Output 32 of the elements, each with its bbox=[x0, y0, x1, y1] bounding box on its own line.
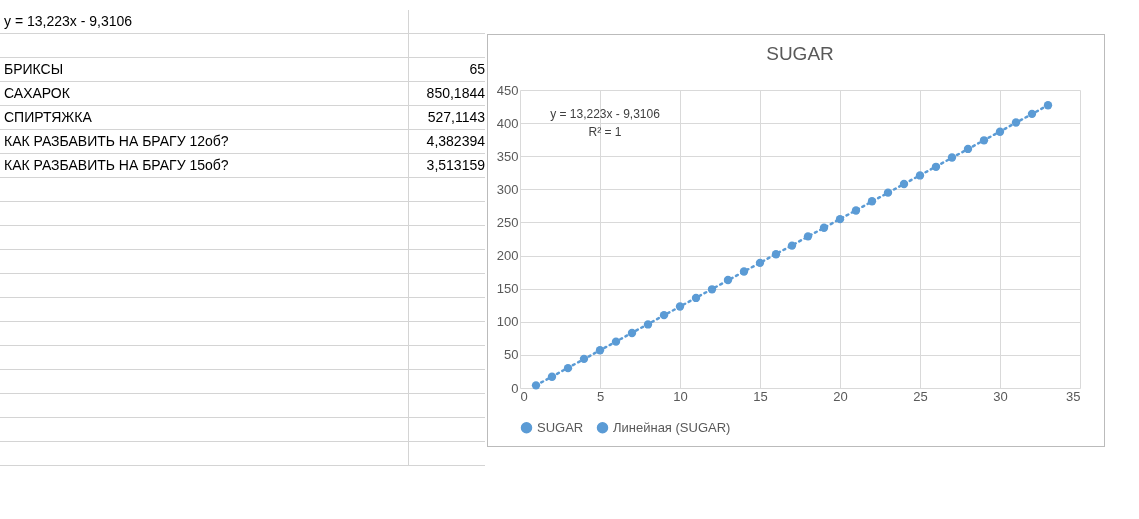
y-tick-label: 400 bbox=[496, 115, 519, 131]
chart-title: SUGAR bbox=[766, 43, 834, 64]
text: СПИРТЯЖКА bbox=[0, 106, 410, 129]
annotation: y = 13,223x - 9,3106 bbox=[550, 107, 661, 121]
y-tick-label: 50 bbox=[504, 347, 519, 363]
legend-label: Линейная (SUGAR) bbox=[613, 419, 731, 435]
x-tick-label: 35 bbox=[1066, 388, 1081, 404]
text: 65 bbox=[468, 60, 485, 79]
text: КАК РАЗБАВИТЬ НА БРАГУ 15об? bbox=[0, 154, 410, 177]
legend-label: SUGAR bbox=[537, 419, 584, 435]
x-tick-label: 20 bbox=[833, 388, 848, 404]
y-tick-label: 100 bbox=[496, 314, 519, 330]
text: 4,382394 bbox=[425, 132, 485, 151]
text: 527,1143 bbox=[426, 108, 485, 127]
text: 850,1844 bbox=[425, 84, 485, 103]
y-tick-label: 350 bbox=[496, 148, 519, 164]
x-tick-label: 25 bbox=[913, 388, 928, 404]
x-tick-label: 10 bbox=[673, 388, 688, 404]
text: БРИКСЫ bbox=[0, 58, 410, 81]
annotation: R² = 1 bbox=[588, 125, 622, 139]
text: 3,513159 bbox=[425, 156, 485, 175]
x-tick-label: 15 bbox=[753, 388, 768, 404]
y-tick-label: 250 bbox=[496, 214, 519, 230]
y-tick-label: 200 bbox=[496, 248, 519, 264]
y-tick-label: 150 bbox=[496, 281, 519, 297]
text: y = 13,223x - 9,3106 bbox=[0, 10, 410, 33]
y-tick-label: 300 bbox=[496, 181, 519, 197]
text: САХАРОК bbox=[0, 82, 410, 105]
y-tick-label: 450 bbox=[496, 82, 519, 98]
x-tick-label: 5 bbox=[596, 388, 605, 404]
text: КАК РАЗБАВИТЬ НА БРАГУ 12об? bbox=[0, 130, 410, 153]
x-tick-label: 30 bbox=[993, 388, 1008, 404]
